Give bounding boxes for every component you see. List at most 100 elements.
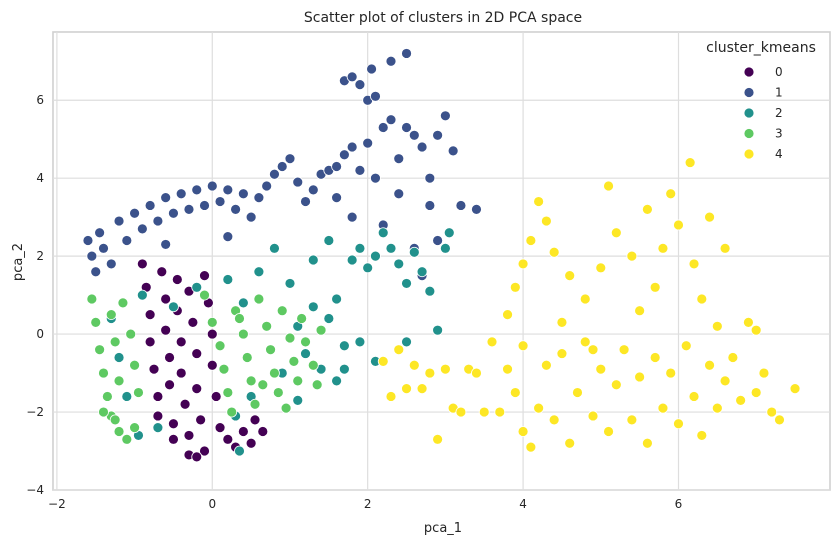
legend-marker (743, 87, 755, 98)
data-point (280, 402, 292, 414)
data-point (269, 242, 280, 254)
data-point (354, 242, 366, 254)
data-point (218, 363, 230, 375)
data-point (245, 375, 257, 387)
data-point (610, 227, 622, 239)
data-point (649, 352, 661, 363)
data-point (478, 406, 490, 418)
data-point (673, 418, 684, 430)
data-point (579, 293, 591, 305)
data-point (548, 414, 560, 426)
data-point (125, 328, 137, 340)
data-point (385, 114, 397, 126)
data-point (432, 129, 444, 141)
data-point (393, 188, 405, 200)
data-point (269, 168, 280, 180)
y-tick-label: 4 (36, 171, 44, 185)
data-point (199, 270, 210, 282)
data-point (338, 363, 350, 375)
data-point (121, 391, 133, 402)
data-point (121, 235, 133, 246)
data-point (618, 344, 630, 356)
data-point (370, 250, 381, 262)
data-point (432, 324, 444, 336)
data-point (144, 336, 156, 348)
data-point (525, 441, 537, 453)
data-point (307, 301, 319, 313)
data-point (253, 293, 265, 305)
data-point (338, 340, 350, 352)
data-point (766, 406, 778, 418)
data-point (105, 258, 117, 270)
data-point (572, 387, 583, 398)
data-point (370, 90, 381, 102)
data-point (311, 379, 323, 391)
data-point (758, 367, 770, 379)
data-point (774, 414, 785, 426)
data-point (101, 391, 113, 402)
data-point (657, 402, 669, 414)
data-point (152, 215, 164, 227)
data-point (168, 433, 179, 445)
data-point (385, 55, 397, 67)
data-point (257, 426, 269, 437)
data-point (634, 305, 646, 317)
data-point (249, 398, 261, 410)
data-point (191, 383, 203, 395)
data-point (191, 451, 203, 463)
data-point (789, 383, 801, 395)
data-point (284, 278, 296, 289)
data-point (86, 293, 98, 305)
data-point (109, 414, 121, 426)
data-point (366, 63, 377, 75)
data-point (509, 281, 521, 293)
data-point (168, 418, 179, 430)
data-point (237, 297, 249, 309)
legend-marker (743, 148, 755, 160)
data-point (284, 153, 296, 165)
data-point (148, 363, 160, 375)
data-point (82, 235, 94, 246)
data-point (160, 192, 172, 204)
data-point (719, 375, 731, 387)
data-point (424, 200, 436, 211)
data-point (129, 422, 140, 434)
x-tick-label: 4 (519, 497, 527, 511)
data-point (253, 192, 265, 204)
data-point (226, 406, 238, 418)
data-point (98, 406, 109, 418)
data-point (168, 207, 179, 219)
data-point (214, 422, 226, 434)
data-point (144, 309, 156, 320)
data-point (307, 184, 319, 196)
data-point (241, 352, 253, 363)
y-axis-title: pca_2 (11, 243, 26, 281)
legend-items: 0 1 2 3 4 (743, 65, 783, 161)
y-tick-labels: −4 −2 0 2 4 6 (26, 93, 44, 497)
data-point (455, 406, 467, 418)
data-point (179, 398, 191, 410)
data-point (249, 414, 261, 426)
data-point (288, 355, 300, 367)
data-point (354, 79, 366, 91)
data-point (175, 188, 187, 200)
data-point (401, 122, 412, 133)
series-3 (86, 289, 327, 445)
data-point (199, 200, 210, 211)
data-point (237, 188, 249, 200)
data-point (136, 289, 148, 301)
data-point (517, 340, 529, 352)
data-point (471, 367, 482, 379)
data-point (230, 203, 241, 215)
data-point (393, 344, 405, 356)
data-point (338, 149, 350, 161)
data-point (269, 367, 280, 379)
legend-label: 4 (775, 147, 783, 161)
data-point (284, 332, 296, 344)
data-point (199, 445, 210, 457)
data-point (556, 348, 568, 359)
data-point (160, 239, 172, 250)
data-point (94, 227, 106, 239)
data-point (272, 387, 284, 398)
